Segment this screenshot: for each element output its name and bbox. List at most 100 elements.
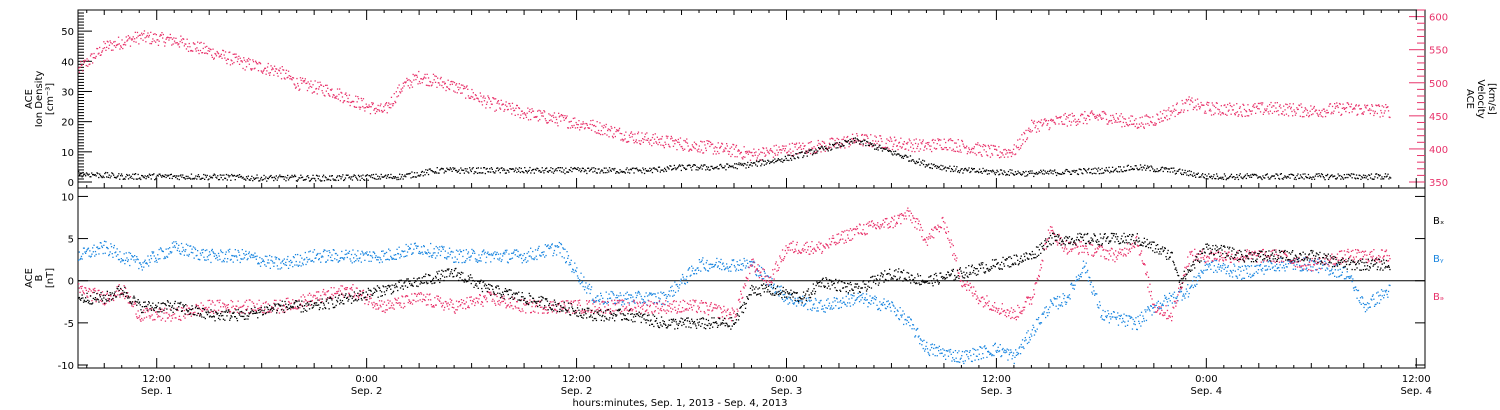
velocity-series-point bbox=[589, 123, 591, 125]
by-series-point bbox=[1119, 315, 1122, 317]
velocity-series-point bbox=[914, 151, 916, 153]
velocity-series-point bbox=[1286, 103, 1288, 106]
by-series-point bbox=[546, 245, 548, 248]
density-series-point bbox=[448, 169, 451, 171]
velocity-series-point bbox=[981, 155, 983, 157]
velocity-series-point bbox=[201, 52, 203, 54]
velocity-series-point bbox=[931, 150, 933, 153]
density-series-point bbox=[878, 146, 880, 148]
by-series-point bbox=[879, 301, 881, 303]
density-series-point bbox=[704, 164, 706, 166]
density-series-point bbox=[616, 171, 619, 173]
density-series-point bbox=[409, 172, 411, 175]
velocity-series-point bbox=[1166, 119, 1169, 121]
density-series-point bbox=[731, 166, 733, 168]
density-series-point bbox=[727, 166, 730, 169]
density-series-point bbox=[794, 158, 796, 160]
density-series-point bbox=[903, 155, 905, 157]
density-series-point bbox=[888, 150, 891, 152]
velocity-series-point bbox=[298, 89, 300, 91]
velocity-series-point bbox=[910, 146, 912, 148]
density-series-point bbox=[642, 167, 644, 169]
velocity-series-point bbox=[827, 148, 829, 150]
velocity-series-point bbox=[875, 140, 877, 142]
by-series-point bbox=[1016, 351, 1018, 354]
by-series-point bbox=[322, 256, 324, 258]
density-series-point bbox=[165, 176, 167, 179]
velocity-series-point bbox=[441, 81, 444, 83]
density-series-point bbox=[419, 175, 421, 177]
velocity-series-point bbox=[104, 42, 106, 45]
density-series-point bbox=[925, 164, 927, 166]
velocity-series-point bbox=[198, 52, 200, 55]
by-series-point bbox=[176, 249, 178, 252]
velocity-series-point bbox=[1252, 105, 1254, 108]
velocity-series-point bbox=[565, 117, 567, 119]
density-series-point bbox=[1385, 176, 1387, 178]
by-series-point bbox=[293, 256, 295, 259]
density-series-point bbox=[1177, 170, 1179, 172]
density-series-point bbox=[1182, 173, 1184, 176]
velocity-series-point bbox=[290, 78, 292, 80]
by-series-point bbox=[1005, 349, 1007, 352]
density-series-point bbox=[332, 178, 334, 180]
density-series-point bbox=[190, 178, 192, 180]
velocity-series-point bbox=[1037, 128, 1039, 130]
by-series-point bbox=[765, 275, 767, 277]
by-series-point bbox=[1046, 312, 1048, 314]
velocity-series-point bbox=[1332, 112, 1334, 115]
velocity-series-point bbox=[125, 36, 127, 38]
velocity-series-point bbox=[1180, 111, 1182, 113]
density-series-point bbox=[357, 179, 359, 181]
by-series-point bbox=[137, 258, 139, 261]
by-series-point bbox=[495, 254, 497, 256]
density-series-point bbox=[95, 175, 97, 177]
velocity-series-point bbox=[555, 118, 558, 121]
by-series-point bbox=[665, 294, 667, 296]
by-series-point bbox=[838, 307, 840, 309]
velocity-series-point bbox=[1148, 124, 1150, 126]
by-series-point bbox=[322, 250, 325, 253]
velocity-series-point bbox=[1077, 118, 1080, 121]
velocity-series-point bbox=[1145, 123, 1147, 125]
by-series-point bbox=[816, 307, 819, 309]
density-series-point bbox=[236, 175, 238, 177]
by-series-point bbox=[674, 281, 676, 283]
velocity-series-point bbox=[674, 143, 676, 145]
density-series-point bbox=[727, 163, 729, 165]
velocity-series-point bbox=[980, 154, 982, 156]
density-series-point bbox=[499, 172, 501, 174]
density-series-point bbox=[1257, 177, 1259, 179]
density-series-point bbox=[1264, 177, 1266, 179]
velocity-series-point bbox=[1112, 116, 1115, 118]
density-series-point bbox=[849, 138, 851, 141]
velocity-series-point bbox=[313, 91, 316, 93]
velocity-series-point bbox=[553, 112, 556, 114]
density-series-point bbox=[574, 167, 577, 170]
density-series-point bbox=[269, 175, 271, 177]
density-series-point bbox=[183, 177, 185, 179]
by-series-point bbox=[1087, 280, 1089, 282]
density-series-point bbox=[365, 174, 368, 177]
velocity-series-point bbox=[819, 148, 821, 150]
velocity-series-point bbox=[734, 156, 736, 158]
by-series-point bbox=[247, 257, 249, 260]
by-series-point bbox=[214, 253, 216, 255]
density-series-point bbox=[840, 145, 842, 147]
velocity-series-point bbox=[798, 147, 800, 149]
velocity-series-point bbox=[874, 135, 876, 137]
by-series-point bbox=[828, 305, 830, 307]
by-series-point bbox=[1080, 276, 1082, 278]
density-series-point bbox=[513, 170, 515, 173]
density-series-point bbox=[1064, 170, 1066, 172]
top-left-ylabel-line1: ACE bbox=[24, 89, 35, 109]
velocity-series-point bbox=[307, 81, 309, 83]
velocity-series-point bbox=[85, 64, 87, 67]
velocity-series-point bbox=[839, 146, 841, 148]
by-series-point bbox=[197, 258, 199, 260]
density-series-point bbox=[1189, 173, 1191, 176]
by-series-point bbox=[274, 256, 276, 258]
by-series-point bbox=[231, 254, 233, 257]
velocity-series-point bbox=[818, 142, 820, 145]
